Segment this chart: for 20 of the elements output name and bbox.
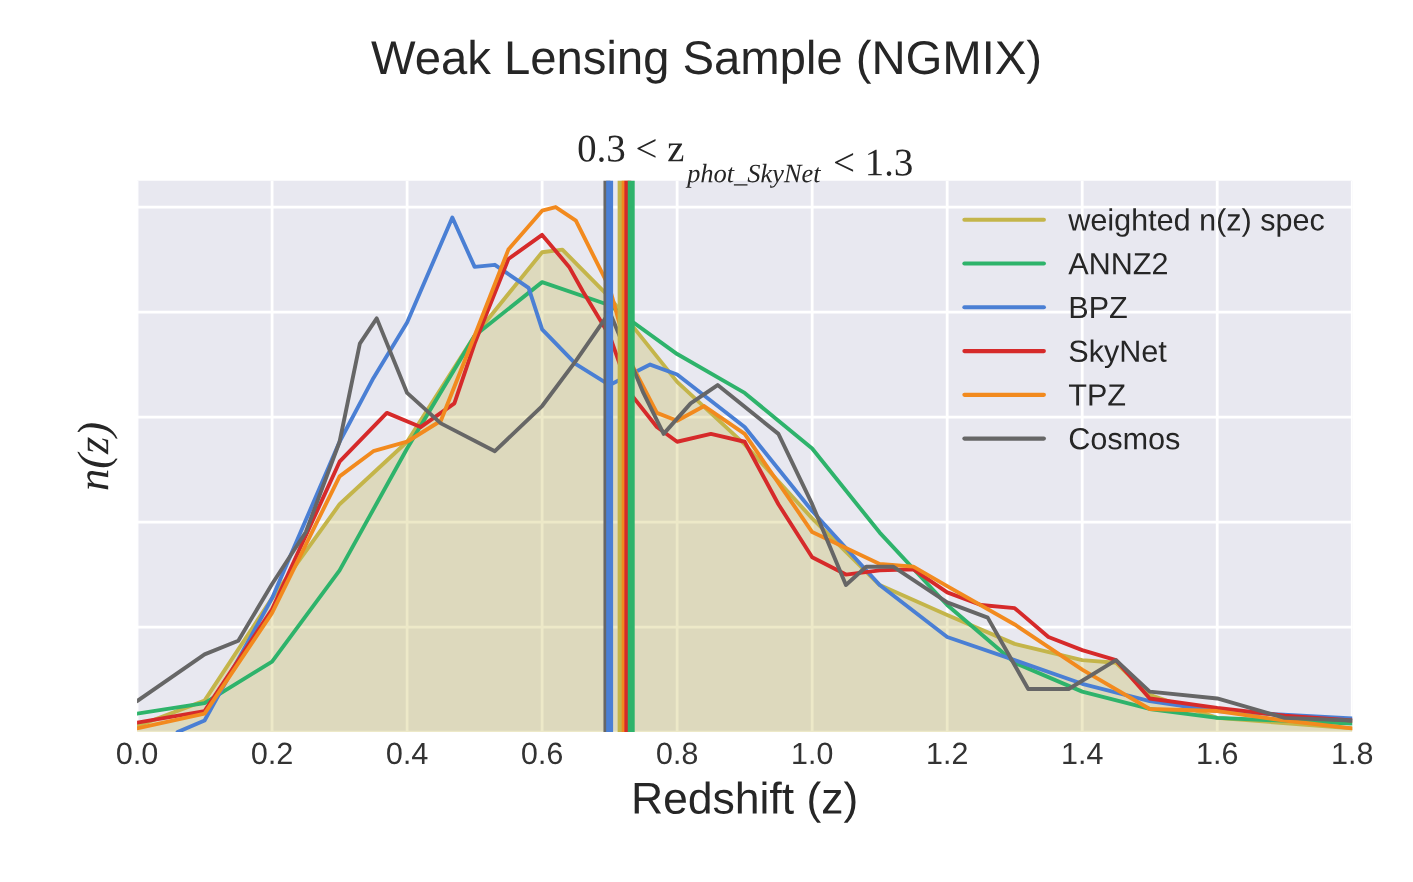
x-tick-label: 1.2	[928, 742, 967, 764]
y-axis-title: n(z)	[77, 423, 118, 490]
legend-label: Cosmos	[1069, 427, 1180, 450]
legend-label: weighted n(z) spec	[1068, 208, 1324, 237]
legend-label: BPZ	[1070, 296, 1127, 318]
x-tick-label: 0.0	[117, 742, 158, 765]
chart-subtitle: 0.3 < zphot_SkyNet < 1.3	[578, 135, 912, 188]
x-tick-label: 0.2	[252, 742, 292, 765]
x-tick-label: 1.8	[1333, 742, 1373, 765]
x-axis-title: Redshift (z)	[634, 781, 856, 823]
x-tick-label: 1.0	[793, 742, 833, 765]
legend-label: TPZ	[1068, 384, 1126, 406]
legend-label: ANNZ2	[1068, 252, 1167, 275]
chart-title: Weak Lensing Sample (NGMIX)	[371, 39, 1040, 84]
x-tick-label: 1.4	[1063, 742, 1103, 764]
x-tick-label: 0.4	[387, 742, 428, 765]
legend-label: SkyNet	[1069, 339, 1167, 369]
x-tick-label: 0.6	[522, 742, 563, 765]
x-tick-label: 0.8	[657, 742, 698, 765]
x-tick-label: 1.6	[1198, 742, 1238, 765]
